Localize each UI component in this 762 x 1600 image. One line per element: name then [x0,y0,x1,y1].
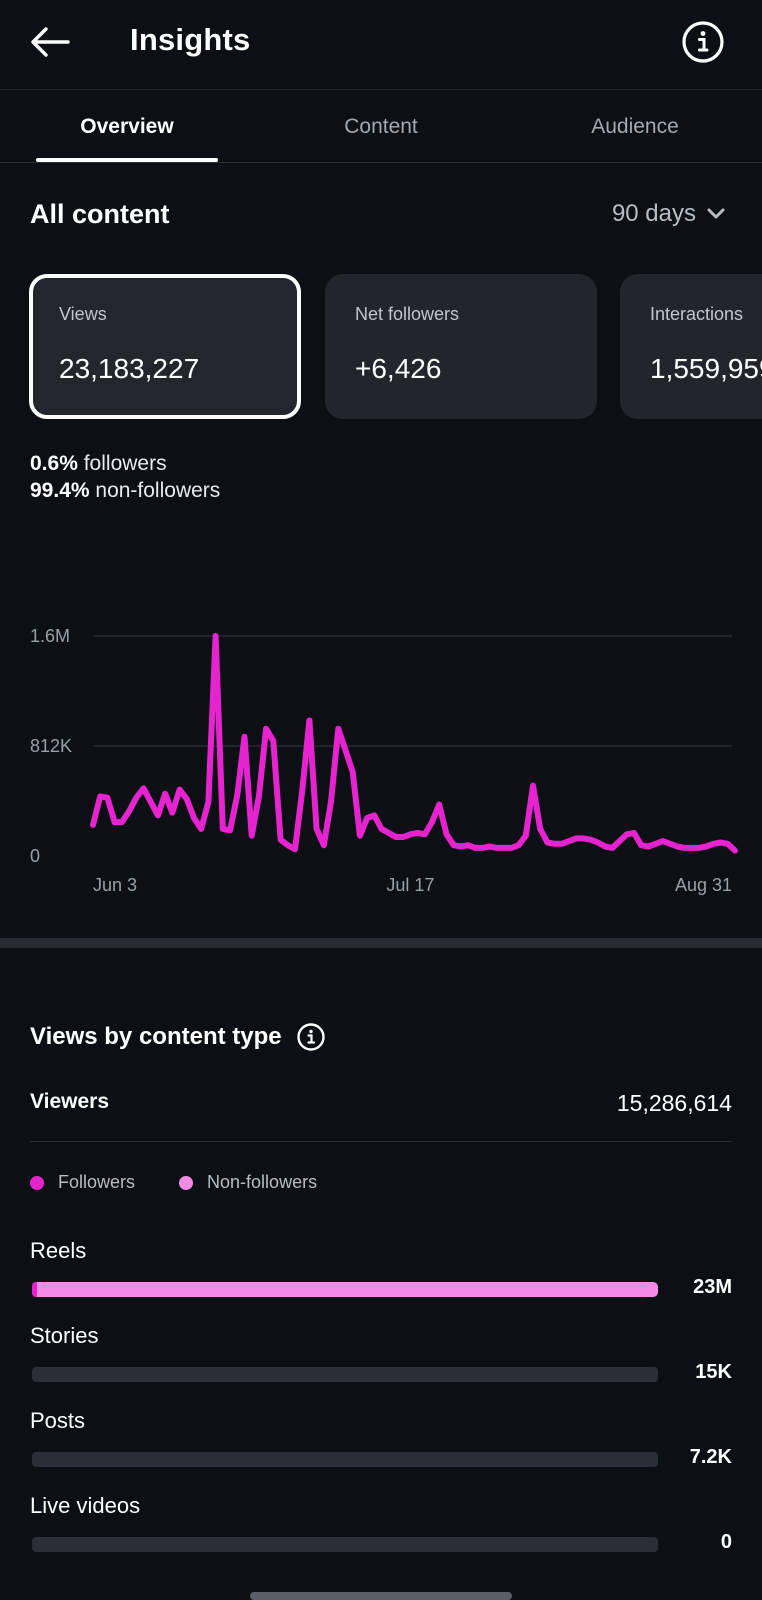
arrow-left-icon [31,27,70,57]
nonfollowers-split-line: 99.4% non-followers [30,477,220,504]
chart-legend: Followers Non-followers [30,1172,361,1193]
content-type-value: 23M [693,1276,732,1298]
content-type-row-stories: Stories 15K [30,1323,732,1393]
x-tick-label: Jul 17 [386,875,434,895]
metric-value: 23,183,227 [59,353,200,384]
content-type-row-posts: Posts 7.2K [30,1408,732,1478]
content-type-label: Live videos [30,1493,141,1518]
section-divider [0,938,762,948]
followers-bar-segment [32,1282,37,1297]
metric-value: 1,559,959 [650,353,762,384]
tab-bar: Overview Content Audience [0,91,762,163]
content-type-row-live-videos: Live videos 0 [30,1493,732,1563]
metric-label: Net followers [355,304,460,324]
views-series-line [90,633,738,854]
legend-item-nonfollowers: Non-followers [179,1172,317,1193]
content-type-bar [32,1367,658,1382]
date-range-label: 90 days [611,200,696,227]
followers-percent: 0.6% [30,452,78,475]
top-app-bar: Insights [0,0,762,90]
legend-item-followers: Followers [30,1172,135,1193]
metric-value: +6,426 [355,353,442,384]
content-type-value: 15K [695,1361,732,1383]
audience-split: 0.6% followers 99.4% non-followers [30,450,220,504]
tab-audience[interactable]: Audience [591,115,679,138]
x-tick-label: Aug 31 [675,875,732,895]
date-range-dropdown[interactable]: 90 days [612,200,726,228]
active-tab-indicator [36,158,218,162]
legend-dot [179,1175,194,1190]
content-type-title: Views by content type [30,1022,326,1052]
legend-label: Non-followers [207,1172,318,1192]
nonfollowers-percent: 99.4% [30,479,90,502]
content-type-title-text: Views by content type [30,1023,282,1050]
legend-label: Followers [58,1172,136,1192]
viewers-label: Viewers [30,1090,110,1113]
metric-card-views[interactable]: Views 23,183,227 [29,274,301,419]
metric-card-interactions[interactable]: Interactions 1,559,959 [620,274,762,419]
nonfollowers-bar-segment [37,1282,658,1297]
metric-label: Views [59,304,107,324]
followers-split-line: 0.6% followers [30,450,220,477]
page-title: Insights [130,22,251,57]
metric-label: Interactions [650,304,744,324]
y-tick-label: 0 [30,846,40,866]
content-type-bar [32,1282,658,1297]
info-circle-icon[interactable] [296,1022,326,1052]
content-type-label: Stories [30,1323,99,1348]
content-type-bar [32,1537,658,1552]
x-tick-label: Jun 3 [93,875,137,895]
chevron-down-icon [707,208,725,219]
content-type-value: 0 [720,1531,732,1553]
content-type-value: 7.2K [689,1446,732,1468]
legend-dot [30,1175,44,1190]
viewers-value: 15,286,614 [616,1090,732,1116]
metric-card-net-followers[interactable]: Net followers +6,426 [325,274,597,419]
home-indicator[interactable] [250,1592,512,1600]
views-line-chart[interactable]: 1.6M 812K 0 Jun 3 Jul 17 Aug 31 [0,610,762,910]
section-title: All content [30,199,170,229]
content-type-label: Reels [30,1238,87,1263]
viewers-row: Viewers 15,286,614 [30,1090,732,1142]
info-button[interactable] [680,19,726,65]
y-tick-label: 1.6M [30,626,70,646]
content-type-label: Posts [30,1408,86,1433]
followers-label: followers [83,452,167,475]
content-type-bar [32,1452,658,1467]
tab-content[interactable]: Content [344,115,418,138]
back-button[interactable] [24,20,76,64]
tab-overview[interactable]: Overview [80,115,174,138]
nonfollowers-label: non-followers [95,479,221,502]
content-type-row-reels: Reels 23M [30,1238,732,1308]
info-circle-icon [682,21,724,63]
y-tick-label: 812K [30,736,72,756]
